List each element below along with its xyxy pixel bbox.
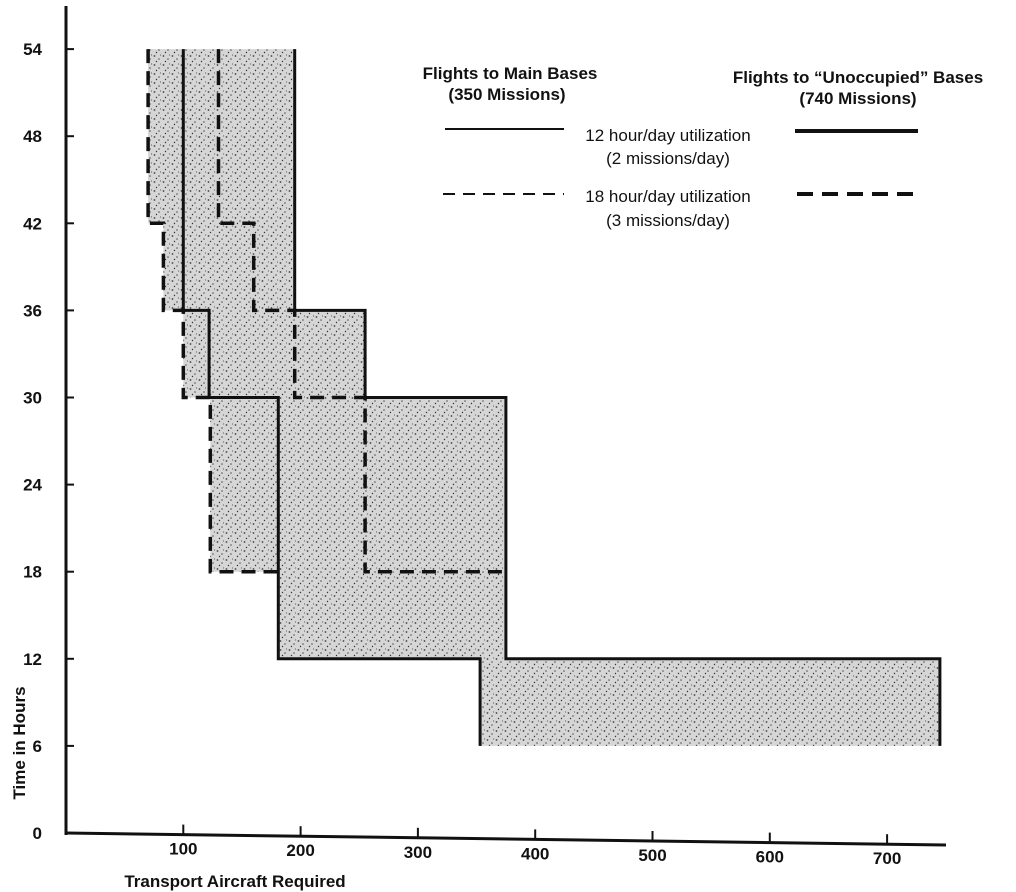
y-tick-label-54: 54 <box>23 40 42 59</box>
x-tick-label-600: 600 <box>756 848 784 867</box>
y-tick-label-48: 48 <box>23 127 42 146</box>
x-tick-label-700: 700 <box>873 849 901 868</box>
legend-unoccupied-count: (740 Missions) <box>799 89 916 108</box>
series-lines <box>146 49 942 746</box>
legend-solid-label: 12 hour/day utilization <box>585 126 750 145</box>
x-tick-label-500: 500 <box>638 846 666 865</box>
series-line-4-dashed <box>216 49 506 574</box>
y-tick-label-30: 30 <box>23 389 42 408</box>
legend-solid-sublabel: (2 missions/day) <box>606 149 730 168</box>
y-axis-title: Time in Hours <box>10 686 29 799</box>
y-tick-label-42: 42 <box>23 214 42 233</box>
y-tick-label-6: 6 <box>33 737 42 756</box>
legend: Flights to Main Bases (350 Missions) Fli… <box>423 64 984 230</box>
y-tick-label-36: 36 <box>23 301 42 320</box>
x-tick-label-400: 400 <box>521 844 549 863</box>
y-tick-label-0: 0 <box>33 824 42 843</box>
axes <box>64 6 947 847</box>
x-axis-line <box>65 831 947 847</box>
legend-dashed-label: 18 hour/day utilization <box>585 187 750 206</box>
x-axis-title: Transport Aircraft Required <box>124 872 345 891</box>
legend-unoccupied-header: Flights to “Unoccupied” Bases <box>733 68 983 87</box>
legend-main-header: Flights to Main Bases <box>423 64 598 83</box>
shaded-region <box>148 49 940 746</box>
series-line-1-solid <box>181 49 482 746</box>
y-tick-label-12: 12 <box>23 650 42 669</box>
x-tick-label-100: 100 <box>169 840 197 859</box>
y-tick-label-24: 24 <box>23 476 42 495</box>
shaded-region-layer <box>148 49 940 746</box>
axis-ticks: 0 6 12 18 24 30 36 42 48 54 100 200 300 400 500 600 700 <box>23 40 901 868</box>
legend-main-count: (350 Missions) <box>448 85 565 104</box>
series-line-2-solid <box>293 49 942 746</box>
x-tick-label-300: 300 <box>404 843 432 862</box>
series-line-3-dashed <box>146 49 279 574</box>
y-tick-label-18: 18 <box>23 563 42 582</box>
legend-dashed-sublabel: (3 missions/day) <box>606 211 730 230</box>
x-tick-label-200: 200 <box>286 841 314 860</box>
